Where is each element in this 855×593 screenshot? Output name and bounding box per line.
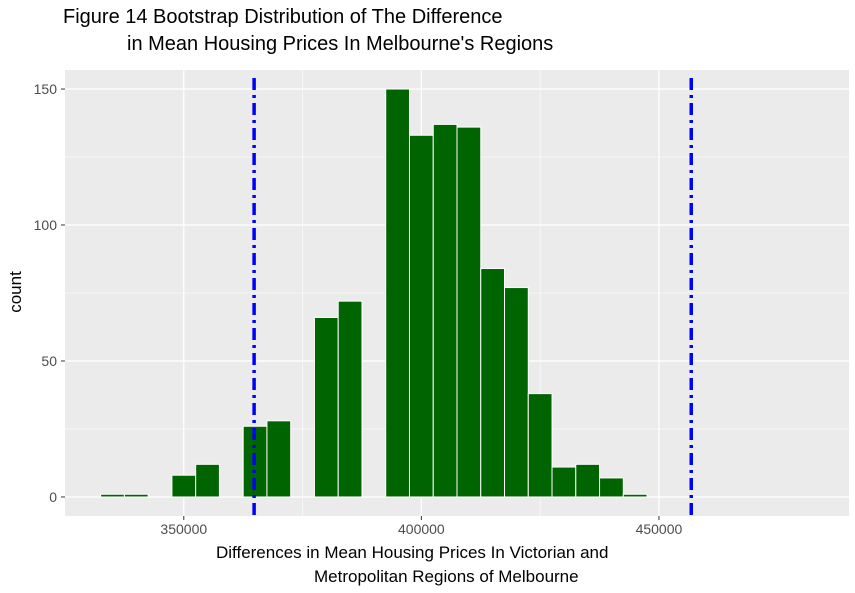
histogram-bar [456, 126, 482, 498]
histogram-bar [432, 123, 458, 498]
histogram-bar [504, 287, 529, 498]
y-tick-label: 50 [41, 353, 57, 369]
histogram-bar [599, 477, 624, 498]
y-tick-label: 0 [49, 489, 57, 505]
x-tick-label: 350000 [160, 521, 207, 537]
histogram-bar [551, 466, 577, 498]
y-tick-label: 100 [34, 217, 58, 233]
x-tick-label: 400000 [398, 521, 445, 537]
x-tick-label: 450000 [636, 521, 683, 537]
histogram-bar [123, 493, 149, 498]
histogram-bar [100, 493, 125, 498]
x-axis-label-line2: Metropolitan Regions of Melbourne [314, 567, 579, 586]
histogram-bar [622, 493, 648, 498]
histogram-bar [266, 420, 292, 498]
histogram-bar [527, 393, 553, 498]
y-tick-label: 150 [34, 81, 58, 97]
histogram-bar [171, 474, 197, 498]
histogram-bar [480, 268, 506, 498]
x-axis-label-line1: Differences in Mean Housing Prices In Vi… [216, 543, 609, 562]
histogram-bar [337, 300, 363, 498]
histogram-bar [575, 463, 601, 498]
histogram-bar [195, 463, 220, 498]
histogram-bar [408, 134, 434, 498]
histogram-bar [313, 316, 339, 498]
chart-title-line2: in Mean Housing Prices In Melbourne's Re… [127, 33, 554, 55]
histogram-bar [385, 88, 410, 498]
chart-title-line1: Figure 14 Bootstrap Distribution of The … [63, 6, 503, 28]
